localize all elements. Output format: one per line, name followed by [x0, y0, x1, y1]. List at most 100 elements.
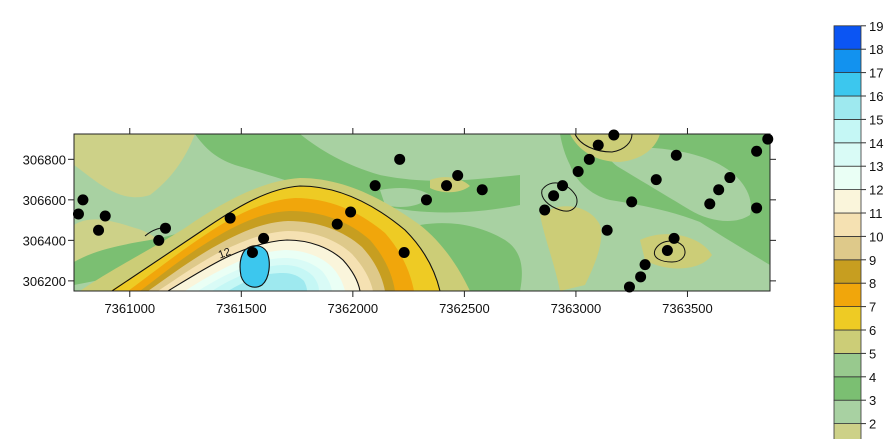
- legend-label: 17: [869, 66, 883, 81]
- sample-point: [724, 172, 736, 184]
- sample-point: [394, 153, 406, 165]
- sample-point: [762, 133, 774, 145]
- x-tick-label: 7363500: [662, 301, 713, 316]
- color-legend: 2 3 4 5 6 7 8 9 10 11 12 13 14 15 16 17 18 19: [833, 19, 883, 439]
- legend-swatch: [833, 329, 862, 354]
- contour-region-level-2: [74, 134, 195, 198]
- sample-point: [441, 180, 453, 192]
- sample-point: [639, 259, 651, 271]
- contour-fill-layer: [74, 134, 770, 291]
- x-axis: 7361000 7361500 7362000 7362500 7363000 73635…: [104, 128, 713, 316]
- sample-point: [331, 218, 343, 230]
- x-tick-label: 7361500: [216, 301, 267, 316]
- legend-swatch: [833, 352, 862, 378]
- y-axis: 306200 306400 306600 306800: [23, 152, 776, 289]
- legend-swatch: [833, 48, 862, 74]
- sample-point: [668, 232, 680, 244]
- y-tick-label: 306400: [23, 233, 66, 248]
- sample-point: [557, 180, 569, 192]
- sample-point: [345, 206, 357, 218]
- sample-point: [670, 149, 682, 161]
- sample-point: [626, 196, 638, 208]
- legend-swatch: [833, 376, 862, 401]
- legend-label: 12: [869, 183, 883, 198]
- legend-swatch: [833, 423, 862, 439]
- legend-swatch: [833, 282, 862, 308]
- sample-point: [751, 145, 763, 157]
- sample-point: [661, 244, 673, 256]
- legend-label: 2: [869, 417, 876, 432]
- contour-line-layer: [111, 134, 686, 291]
- sample-point: [369, 180, 381, 192]
- sample-point: [650, 174, 662, 186]
- contour-region-level-17: [240, 245, 270, 288]
- sample-point: [583, 153, 595, 165]
- legend-swatch: [833, 399, 862, 425]
- x-tick-label: 7362500: [439, 301, 490, 316]
- y-tick-label: 306800: [23, 152, 66, 167]
- legend-swatch: [833, 306, 862, 331]
- sample-point: [159, 222, 171, 234]
- contour-line: [167, 239, 361, 291]
- contour-line: [653, 240, 686, 263]
- sample-points: [72, 129, 774, 293]
- y-tick-label: 306200: [23, 274, 66, 289]
- legend-label: 8: [869, 276, 876, 291]
- x-tick-label: 7361000: [104, 301, 155, 316]
- contour-line: [239, 245, 270, 288]
- sample-point: [99, 210, 111, 222]
- sample-point: [476, 184, 488, 196]
- legend-label: 3: [869, 393, 876, 408]
- sample-point: [246, 247, 258, 259]
- sample-point: [608, 129, 620, 141]
- sample-point: [77, 194, 89, 206]
- sample-point: [398, 247, 410, 259]
- sample-point: [601, 224, 613, 236]
- sample-point: [751, 202, 763, 214]
- legend-label: 4: [869, 370, 876, 385]
- legend-label: 9: [869, 253, 876, 268]
- legend-label: 5: [869, 346, 876, 361]
- sample-point: [623, 281, 635, 293]
- sample-point: [635, 271, 647, 283]
- sample-point: [452, 170, 464, 182]
- legend-swatch: [833, 72, 862, 97]
- y-tick-label: 306600: [23, 193, 66, 208]
- x-tick-label: 7363000: [551, 301, 602, 316]
- x-tick-label: 7362000: [328, 301, 379, 316]
- sample-point: [572, 165, 584, 177]
- legend-label: 16: [869, 89, 883, 104]
- sample-point: [713, 184, 725, 196]
- contour-region-level-16: [228, 273, 307, 291]
- sample-point: [72, 208, 84, 220]
- legend-label: 13: [869, 159, 883, 174]
- contour-region-level-6: [540, 206, 602, 291]
- sample-point: [704, 198, 716, 210]
- contour-region-level-4: [420, 223, 522, 291]
- legend-label: 19: [869, 19, 883, 34]
- legend-label: 11: [869, 206, 883, 221]
- legend-swatch: [833, 259, 862, 284]
- contour-value-label: 12: [217, 246, 233, 261]
- legend-label: 6: [869, 323, 876, 338]
- sample-point: [592, 139, 604, 151]
- legend-swatch: [833, 95, 862, 120]
- legend-swatch: [833, 212, 862, 237]
- sample-point: [224, 212, 236, 224]
- contour-line: [111, 185, 441, 291]
- contour-line: [574, 134, 633, 153]
- legend-swatch: [833, 235, 862, 261]
- sample-point: [93, 224, 105, 236]
- contour-region-level-3: [380, 187, 430, 207]
- legend-swatch: [833, 165, 862, 190]
- contour-region-level-6: [640, 234, 712, 269]
- legend-swatch: [833, 189, 862, 214]
- sample-point: [548, 190, 560, 202]
- legend-swatch: [833, 119, 862, 144]
- legend-label: 18: [869, 42, 883, 57]
- sample-point: [153, 234, 165, 246]
- sample-point: [539, 204, 551, 216]
- legend-label: 10: [869, 229, 883, 244]
- legend-swatch: [833, 142, 862, 167]
